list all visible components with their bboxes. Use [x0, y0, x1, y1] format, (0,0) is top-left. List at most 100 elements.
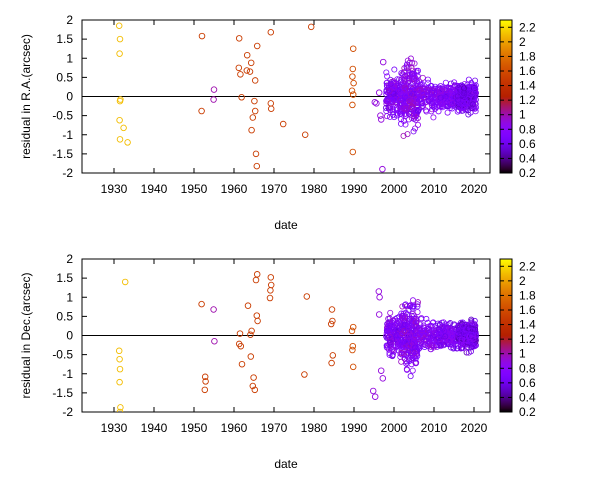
data-point: [198, 300, 205, 308]
data-point: [441, 327, 448, 334]
colorbar: [499, 258, 513, 413]
data-point: [468, 89, 475, 96]
data-point: [409, 303, 416, 310]
data-point: [349, 65, 357, 73]
colorbar-tick-label: 0.8: [519, 122, 536, 136]
x-tick-label: 1960: [221, 182, 248, 196]
data-point: [447, 320, 454, 327]
data-point: [377, 367, 385, 374]
data-point: [437, 99, 444, 106]
data-point: [375, 311, 383, 318]
data-point: [414, 67, 421, 74]
data-point: [403, 366, 410, 373]
data-point: [328, 359, 335, 367]
data-point: [117, 404, 124, 411]
data-point: [409, 297, 416, 304]
data-point: [397, 110, 404, 117]
data-point: [407, 55, 414, 62]
colorbar-tick-label: 0.6: [519, 137, 536, 151]
data-point: [251, 97, 258, 105]
colorbar-tick-label: 2: [519, 35, 526, 49]
data-point: [414, 121, 421, 128]
data-point: [455, 96, 462, 103]
data-point: [418, 104, 425, 111]
data-point: [426, 94, 433, 101]
colorbar-tick-label: 0.4: [519, 390, 536, 404]
colorbar-tick-label: 1.8: [519, 288, 536, 302]
data-point: [384, 98, 391, 105]
data-point: [348, 87, 356, 95]
data-point: [419, 89, 426, 96]
data-point: [448, 331, 455, 338]
data-point: [451, 79, 458, 86]
y-axis-label: residual in R.A.(arcsec): [19, 34, 33, 159]
data-point: [116, 378, 123, 386]
data-point: [464, 343, 471, 350]
data-point: [246, 68, 254, 75]
colorbar-tick-label: 1.2: [519, 93, 536, 107]
x-tick-label: 2000: [381, 182, 408, 196]
data-point: [235, 35, 243, 42]
data-point: [267, 100, 275, 107]
data-point: [409, 356, 416, 363]
data-point: [445, 84, 452, 91]
data-point: [383, 69, 390, 76]
data-point: [457, 345, 464, 352]
data-point: [437, 342, 444, 349]
data-point: [427, 96, 434, 103]
y-tick-label: 0: [66, 90, 73, 104]
colorbar-tick-label: 1.6: [519, 64, 536, 78]
data-point: [383, 342, 390, 349]
y-tick-label: -1: [62, 367, 73, 381]
data-point: [409, 367, 416, 374]
data-point: [249, 114, 257, 121]
data-point: [413, 319, 420, 326]
data-point: [398, 358, 405, 365]
data-point: [405, 324, 412, 331]
data-point: [412, 352, 419, 359]
data-point: [349, 323, 357, 331]
y-tick-label: 2: [66, 252, 73, 266]
data-point: [247, 353, 255, 360]
data-point: [419, 74, 426, 81]
x-tick-label: 1980: [301, 182, 328, 196]
data-point: [389, 352, 396, 359]
data-point: [124, 139, 131, 146]
data-point: [430, 333, 437, 340]
data-point: [251, 386, 259, 394]
data-point: [247, 331, 254, 338]
data-point: [442, 79, 449, 86]
data-point: [329, 352, 337, 359]
data-point: [251, 77, 259, 84]
data-point: [413, 359, 420, 366]
data-point: [115, 22, 123, 29]
x-tick-label: 1930: [101, 421, 128, 435]
data-point: [425, 79, 432, 86]
data-point: [418, 329, 425, 336]
data-point: [386, 87, 393, 94]
data-point: [414, 299, 421, 306]
data-point: [411, 73, 418, 80]
y-tick-label: -0.5: [52, 109, 73, 123]
data-point: [407, 333, 414, 340]
y-tick-label: -2: [62, 166, 73, 180]
data-point: [120, 124, 127, 132]
data-point: [307, 23, 315, 31]
data-point: [465, 76, 472, 83]
data-point: [369, 387, 377, 395]
data-point: [463, 333, 470, 340]
data-point: [455, 83, 462, 90]
data-point: [210, 86, 218, 93]
data-point: [426, 326, 433, 333]
data-point: [407, 302, 414, 309]
data-point: [460, 90, 467, 97]
data-point: [386, 329, 393, 336]
data-point: [406, 321, 413, 328]
data-point: [238, 360, 246, 368]
data-point: [462, 326, 469, 333]
data-point: [468, 316, 475, 323]
data-point: [391, 95, 398, 102]
data-point: [349, 73, 356, 80]
data-point: [443, 93, 450, 100]
